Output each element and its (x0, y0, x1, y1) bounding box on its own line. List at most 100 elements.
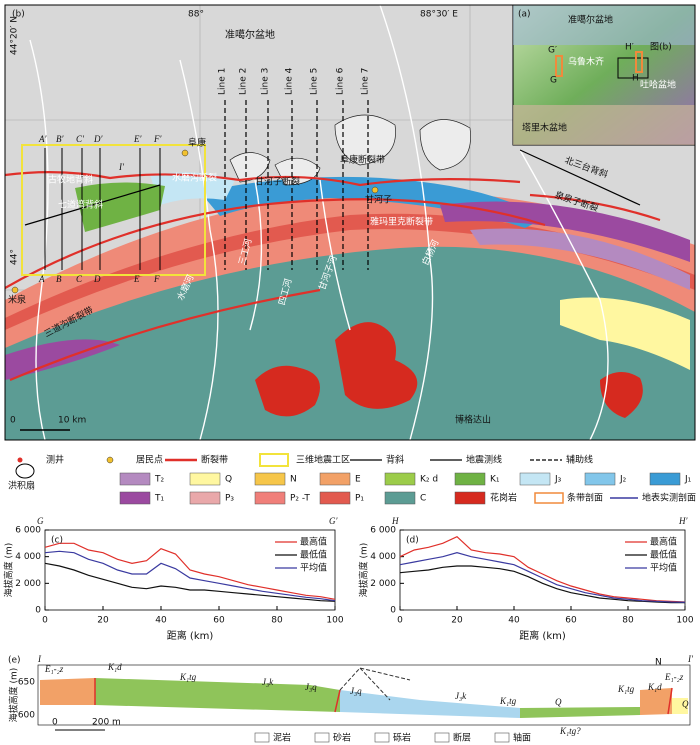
x-axis-label: 距离 (km) (167, 629, 214, 642)
legend-key (454, 491, 486, 505)
legend-label: K₁ (490, 475, 500, 485)
unit-label: J₃q (305, 682, 317, 692)
line-label: Line 4 (285, 67, 295, 95)
y-tick-label: 2 000 (15, 579, 41, 589)
inset-label: H (632, 74, 639, 84)
scale-label: 200 m (92, 718, 121, 728)
panel-label: (e) (8, 656, 21, 666)
unit-j3 (150, 172, 235, 205)
x-tick-label: 40 (155, 616, 167, 626)
unit-label: K₁tg? (559, 726, 581, 736)
legend-label: 地表实测剖面 (642, 492, 696, 504)
granite (600, 371, 643, 418)
legend-label: J₁ (684, 475, 692, 485)
y-tick-label: 2 000 (370, 579, 396, 589)
profile-line (44, 148, 161, 270)
profile-label: F (153, 274, 160, 284)
unit-q (560, 297, 690, 370)
place: 准噶尔盆地 (225, 28, 275, 41)
unit-t (440, 201, 690, 262)
map (5, 5, 695, 440)
profile-labels: A′ B′ C′ D′ E′ F′ I′ A B C D E F (38, 134, 162, 284)
legend-key (319, 491, 351, 505)
x-tick-label: 80 (622, 616, 634, 626)
scale-label: 0 (10, 416, 16, 426)
place: 米泉 (8, 294, 26, 306)
granite (335, 322, 418, 409)
legend-label: 辅助线 (566, 454, 593, 466)
x-tick-label: 20 (451, 616, 463, 626)
legend-label: J₂ (619, 475, 627, 485)
unit-label: K₁tg (499, 696, 517, 706)
inset-label: 吐哈盆地 (640, 79, 676, 91)
profile-label: I′ (118, 162, 125, 172)
profile-label: C (76, 274, 83, 284)
unit-label: K₁d (107, 662, 122, 672)
fault-label: 雅玛里克断裂带 (370, 216, 433, 228)
y-tick-label: 0 (390, 606, 396, 616)
place: 博格达山 (455, 414, 491, 426)
line-label: Line 7 (361, 68, 371, 95)
axial-plane (339, 667, 411, 701)
coord: 44°20′ N (10, 16, 20, 55)
profile-label: A′ (38, 134, 47, 144)
profile-end: H′ (678, 516, 688, 526)
unit-label: K₁d (647, 682, 662, 692)
profile-start: G (37, 516, 44, 526)
section-frame (37, 664, 691, 726)
legend-key (649, 472, 681, 486)
inset-label: G′ (548, 46, 557, 56)
profile-label: A (38, 274, 45, 284)
panel-label: (c) (51, 536, 63, 546)
legend-label: N (290, 475, 297, 485)
line-label: Line 2 (239, 68, 249, 95)
unit-label: K₁tg (617, 684, 635, 694)
legend-label: 最低值 (650, 549, 677, 561)
legend-label: P₁ (355, 494, 364, 504)
profile-label: B′ (56, 134, 64, 144)
inset-label: 乌鲁木齐 (568, 56, 604, 68)
series-line (44, 562, 336, 602)
panel-label: (a) (518, 10, 531, 20)
line-label: Line 6 (336, 67, 346, 95)
x-tick-label: 80 (271, 616, 283, 626)
legend-label: 地震测线 (466, 454, 502, 466)
inset-box (617, 57, 649, 79)
scale-label: 10 km (58, 416, 86, 426)
legend-key (259, 453, 289, 467)
legend-key (534, 492, 564, 504)
profile-end: G′ (329, 516, 338, 526)
map-frame (4, 4, 696, 441)
line-label: Line 5 (310, 68, 320, 95)
legend-label: 断裂带 (201, 454, 228, 466)
section-unit (95, 678, 340, 712)
unit-label: E₁-₂z (44, 664, 64, 674)
panel-label: (d) (406, 536, 419, 546)
river (29, 5, 609, 440)
legend-label: 泥岩 (273, 732, 291, 744)
seismic-line (224, 100, 369, 270)
x-tick-label: 20 (97, 616, 109, 626)
place: 甘河子 (365, 194, 392, 206)
y-tick-label: 6 000 (370, 526, 396, 536)
legend-label: 洪积扇 (8, 480, 35, 492)
x-tick-label: 0 (397, 616, 403, 626)
legend-label: E (355, 475, 361, 485)
series-line (399, 535, 686, 603)
legend-key (254, 732, 270, 743)
panel-label: (b) (12, 10, 25, 20)
x-tick-label: 60 (565, 616, 577, 626)
legend-key (17, 457, 23, 463)
fault (5, 171, 661, 382)
legend-label: 最高值 (650, 536, 677, 548)
legend-label: P₂ -T (290, 494, 310, 504)
unit-t2 (470, 228, 690, 290)
anticline-label: 古牧地背斜 (48, 174, 93, 186)
x-tick-label: 100 (326, 616, 343, 626)
legend-key (434, 732, 450, 743)
section-legend: 泥岩 砂岩 砾岩 断层 轴面 (254, 732, 531, 744)
legend-key (319, 472, 351, 486)
